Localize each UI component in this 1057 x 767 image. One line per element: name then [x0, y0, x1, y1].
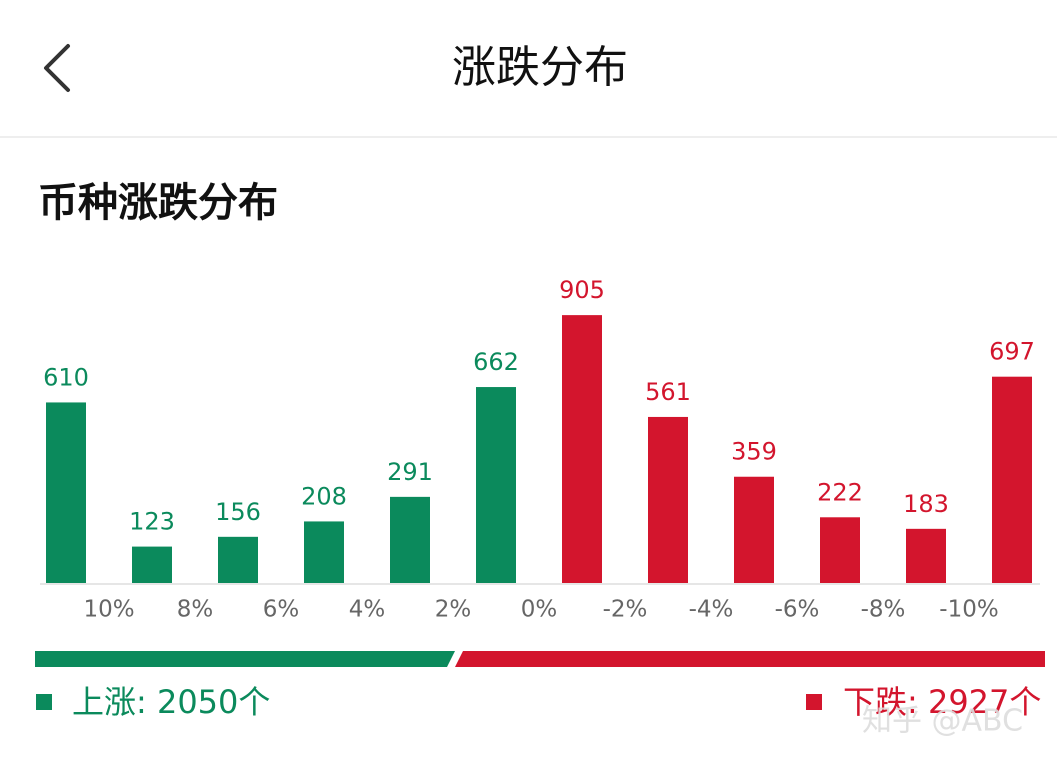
- legend-label: 下跌: 2927个: [843, 683, 1041, 721]
- bar: [562, 315, 602, 583]
- bar: [820, 517, 860, 583]
- x-label: 4%: [349, 597, 386, 623]
- x-label: -6%: [775, 597, 820, 623]
- x-label: 6%: [263, 597, 300, 623]
- legend-swatch: [806, 694, 822, 710]
- bar: [476, 387, 516, 583]
- x-label: -2%: [603, 597, 648, 623]
- bar: [906, 528, 946, 583]
- page-title: 涨跌分布: [452, 42, 628, 93]
- value-label: 905: [559, 276, 605, 304]
- x-label: -10%: [939, 597, 998, 623]
- legend-label: 上涨: 2050个: [72, 683, 270, 721]
- bar: [648, 416, 688, 583]
- bar: [992, 376, 1032, 583]
- value-label: 610: [43, 363, 89, 391]
- x-label: 10%: [83, 597, 134, 623]
- x-label: 8%: [177, 597, 214, 623]
- value-label: 183: [903, 490, 949, 518]
- x-label: 0%: [521, 597, 558, 623]
- x-label: -8%: [861, 597, 906, 623]
- x-label: 2%: [435, 597, 472, 623]
- bar: [46, 402, 86, 583]
- value-label: 662: [473, 348, 519, 376]
- bar: [218, 536, 258, 583]
- ratio-bar-up: [35, 651, 456, 667]
- back-button[interactable]: [44, 44, 70, 92]
- legend-swatch: [36, 694, 52, 710]
- value-label: 359: [731, 438, 777, 466]
- bar: [390, 496, 430, 583]
- value-label: 123: [129, 508, 175, 536]
- watermark: 知乎 @ABC: [862, 704, 1023, 739]
- value-label: 208: [301, 482, 347, 510]
- value-label: 222: [817, 478, 863, 506]
- section-title: 币种涨跌分布: [38, 180, 278, 226]
- value-label: 697: [989, 338, 1035, 366]
- value-label: 291: [387, 458, 433, 486]
- value-label: 156: [215, 498, 261, 526]
- ratio-bar-down: [455, 651, 1045, 667]
- x-label: -4%: [689, 597, 734, 623]
- bar: [734, 476, 774, 583]
- value-label: 561: [645, 378, 691, 406]
- bar: [304, 521, 344, 583]
- bar: [132, 546, 172, 583]
